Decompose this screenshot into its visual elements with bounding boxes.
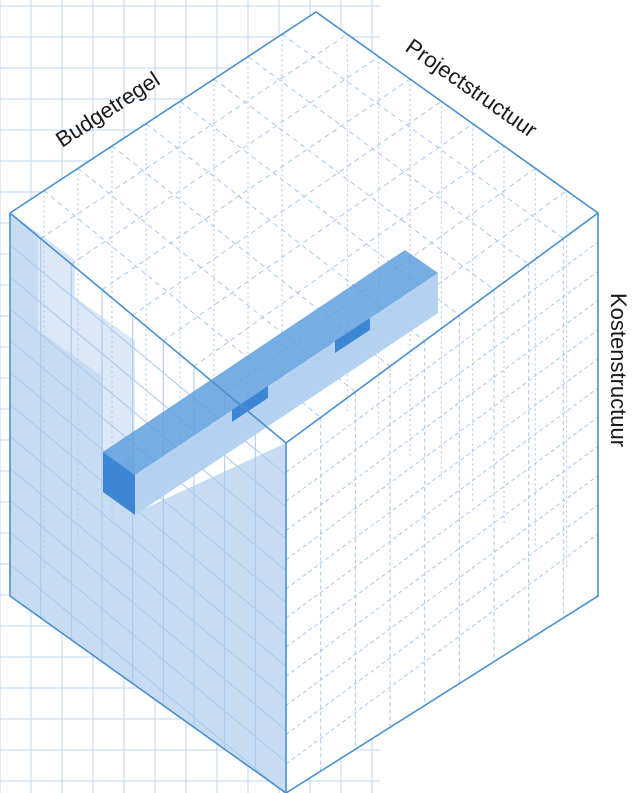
grid-line [9,404,287,635]
grid-line [40,33,348,239]
grid-line [285,241,599,473]
grid-line [9,436,287,667]
cube-edge [9,213,599,793]
notch-top-face [38,233,135,481]
grid-line [193,145,505,367]
label-kostenstructuur: Kostenstructuur [606,293,631,447]
grid-line [285,475,599,706]
grid-line [9,467,287,699]
grid-line [9,499,287,731]
budget-row-bar [103,250,438,515]
grid-line [145,123,425,342]
grid-line [71,56,379,265]
grid-line [285,533,599,765]
grid-line [285,270,599,502]
grid-line [101,78,411,291]
bar-dark-cell-2 [335,318,370,353]
grid-line [213,78,495,291]
bar-top-face [103,250,438,475]
grid-line [285,300,599,531]
grid-line [247,56,529,265]
grid-line [179,100,460,316]
grid-line [285,445,599,677]
cube-outline [9,11,600,793]
grid-line [9,563,286,793]
grid-line [285,416,599,648]
grid-line [9,531,287,763]
grid-line [281,33,564,239]
grid-line [9,276,287,508]
grid-line [285,358,599,590]
bar-front-face [103,452,135,515]
grid-line [285,504,599,736]
cube-left-face [10,213,286,793]
grid-line [285,387,599,619]
grid-line [285,329,599,561]
bar-dark-cell-1 [232,386,268,422]
